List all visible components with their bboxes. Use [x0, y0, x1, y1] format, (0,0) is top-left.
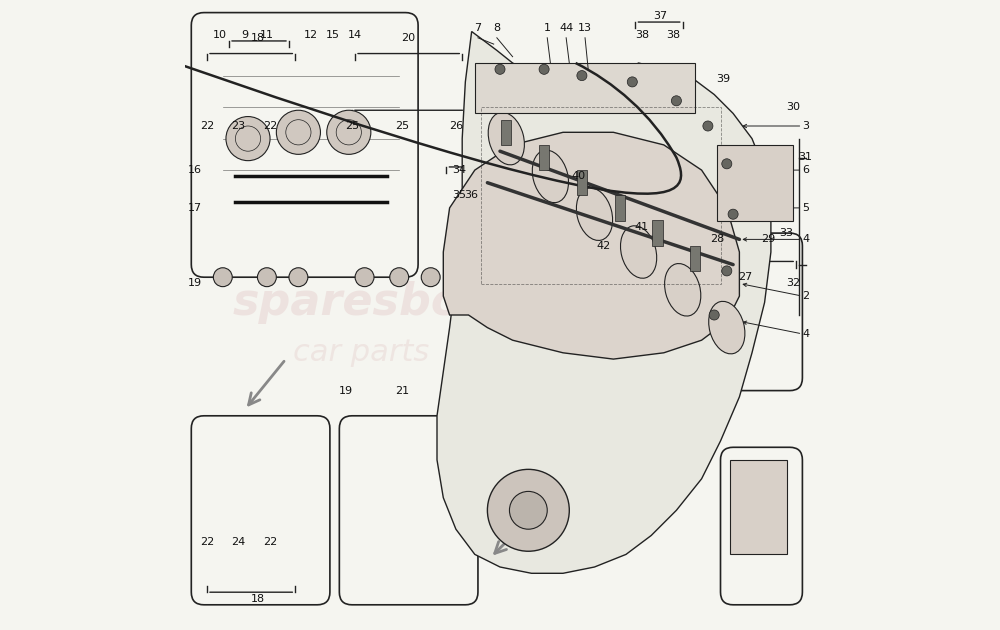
Circle shape: [487, 469, 569, 551]
Text: 27: 27: [739, 272, 753, 282]
Text: 13: 13: [578, 23, 592, 33]
Text: 30: 30: [786, 102, 800, 112]
Circle shape: [703, 121, 713, 131]
Text: 18: 18: [250, 593, 265, 604]
Ellipse shape: [488, 112, 524, 165]
Text: 8: 8: [493, 23, 500, 33]
Circle shape: [577, 71, 587, 81]
Bar: [501, 120, 511, 145]
Circle shape: [289, 268, 308, 287]
Text: 7: 7: [474, 23, 482, 33]
Text: 22: 22: [263, 537, 277, 547]
Text: 12: 12: [304, 30, 318, 40]
Text: 42: 42: [597, 241, 611, 251]
Text: 40: 40: [572, 171, 586, 181]
Text: 36: 36: [465, 190, 479, 200]
Bar: [481, 107, 720, 284]
FancyBboxPatch shape: [708, 233, 802, 391]
FancyBboxPatch shape: [720, 447, 802, 605]
Circle shape: [722, 159, 732, 169]
Ellipse shape: [620, 226, 657, 278]
Text: 4: 4: [802, 234, 809, 244]
Text: 44: 44: [559, 23, 573, 33]
Text: 2: 2: [802, 291, 809, 301]
Text: 18: 18: [250, 33, 265, 43]
Text: 23: 23: [231, 121, 246, 131]
Text: 22: 22: [200, 537, 214, 547]
Circle shape: [728, 209, 738, 219]
Text: 10: 10: [213, 30, 227, 40]
Text: 24: 24: [231, 537, 246, 547]
Circle shape: [709, 310, 719, 320]
Ellipse shape: [576, 188, 613, 241]
Text: 17: 17: [187, 203, 202, 213]
Text: car parts: car parts: [293, 338, 430, 367]
Circle shape: [421, 268, 440, 287]
Text: 29: 29: [761, 234, 775, 244]
Text: 11: 11: [260, 30, 274, 40]
Ellipse shape: [709, 301, 745, 354]
Ellipse shape: [532, 150, 569, 203]
Bar: [652, 220, 663, 246]
Bar: [717, 145, 793, 220]
Circle shape: [509, 491, 547, 529]
Text: 19: 19: [339, 386, 353, 396]
Text: 37: 37: [654, 11, 668, 21]
Polygon shape: [443, 132, 739, 359]
Text: 39: 39: [717, 74, 731, 84]
Text: 38: 38: [635, 30, 649, 40]
Text: 41: 41: [635, 222, 649, 232]
Text: 16: 16: [187, 165, 201, 175]
Text: 15: 15: [326, 30, 340, 40]
Text: 1: 1: [544, 23, 551, 33]
Text: 33: 33: [780, 228, 794, 238]
Text: 3: 3: [802, 121, 809, 131]
Circle shape: [495, 64, 505, 74]
Circle shape: [671, 96, 681, 106]
Text: 4: 4: [802, 329, 809, 339]
Bar: [577, 170, 587, 195]
Text: 34: 34: [452, 165, 466, 175]
Bar: [730, 460, 787, 554]
Text: 9: 9: [241, 30, 248, 40]
Text: 32: 32: [786, 278, 800, 289]
Bar: [615, 195, 625, 220]
Circle shape: [355, 268, 374, 287]
Text: 28: 28: [710, 234, 724, 244]
Circle shape: [213, 268, 232, 287]
Text: 5: 5: [802, 203, 809, 213]
Text: sparesbox: sparesbox: [232, 281, 491, 324]
Text: 14: 14: [348, 30, 362, 40]
Text: 19: 19: [187, 278, 202, 289]
Text: 6: 6: [802, 165, 809, 175]
FancyBboxPatch shape: [191, 416, 330, 605]
Circle shape: [257, 268, 276, 287]
Circle shape: [722, 266, 732, 276]
Text: 35: 35: [452, 190, 466, 200]
Text: 26: 26: [449, 121, 463, 131]
Circle shape: [226, 117, 270, 161]
Text: 21: 21: [395, 386, 409, 396]
Circle shape: [539, 64, 549, 74]
Circle shape: [627, 77, 637, 87]
Text: 25: 25: [395, 121, 409, 131]
Text: 38: 38: [666, 30, 680, 40]
FancyBboxPatch shape: [339, 416, 478, 605]
FancyBboxPatch shape: [191, 13, 418, 277]
Circle shape: [276, 110, 320, 154]
Text: 20: 20: [402, 33, 416, 43]
Bar: [690, 246, 700, 271]
Text: 22: 22: [200, 121, 214, 131]
Circle shape: [390, 268, 409, 287]
Bar: [475, 63, 695, 113]
Text: 31: 31: [799, 152, 813, 163]
Text: 25: 25: [345, 121, 359, 131]
Ellipse shape: [665, 263, 701, 316]
Text: 22: 22: [263, 121, 277, 131]
Circle shape: [327, 110, 371, 154]
Polygon shape: [437, 32, 771, 573]
Bar: [539, 145, 549, 170]
